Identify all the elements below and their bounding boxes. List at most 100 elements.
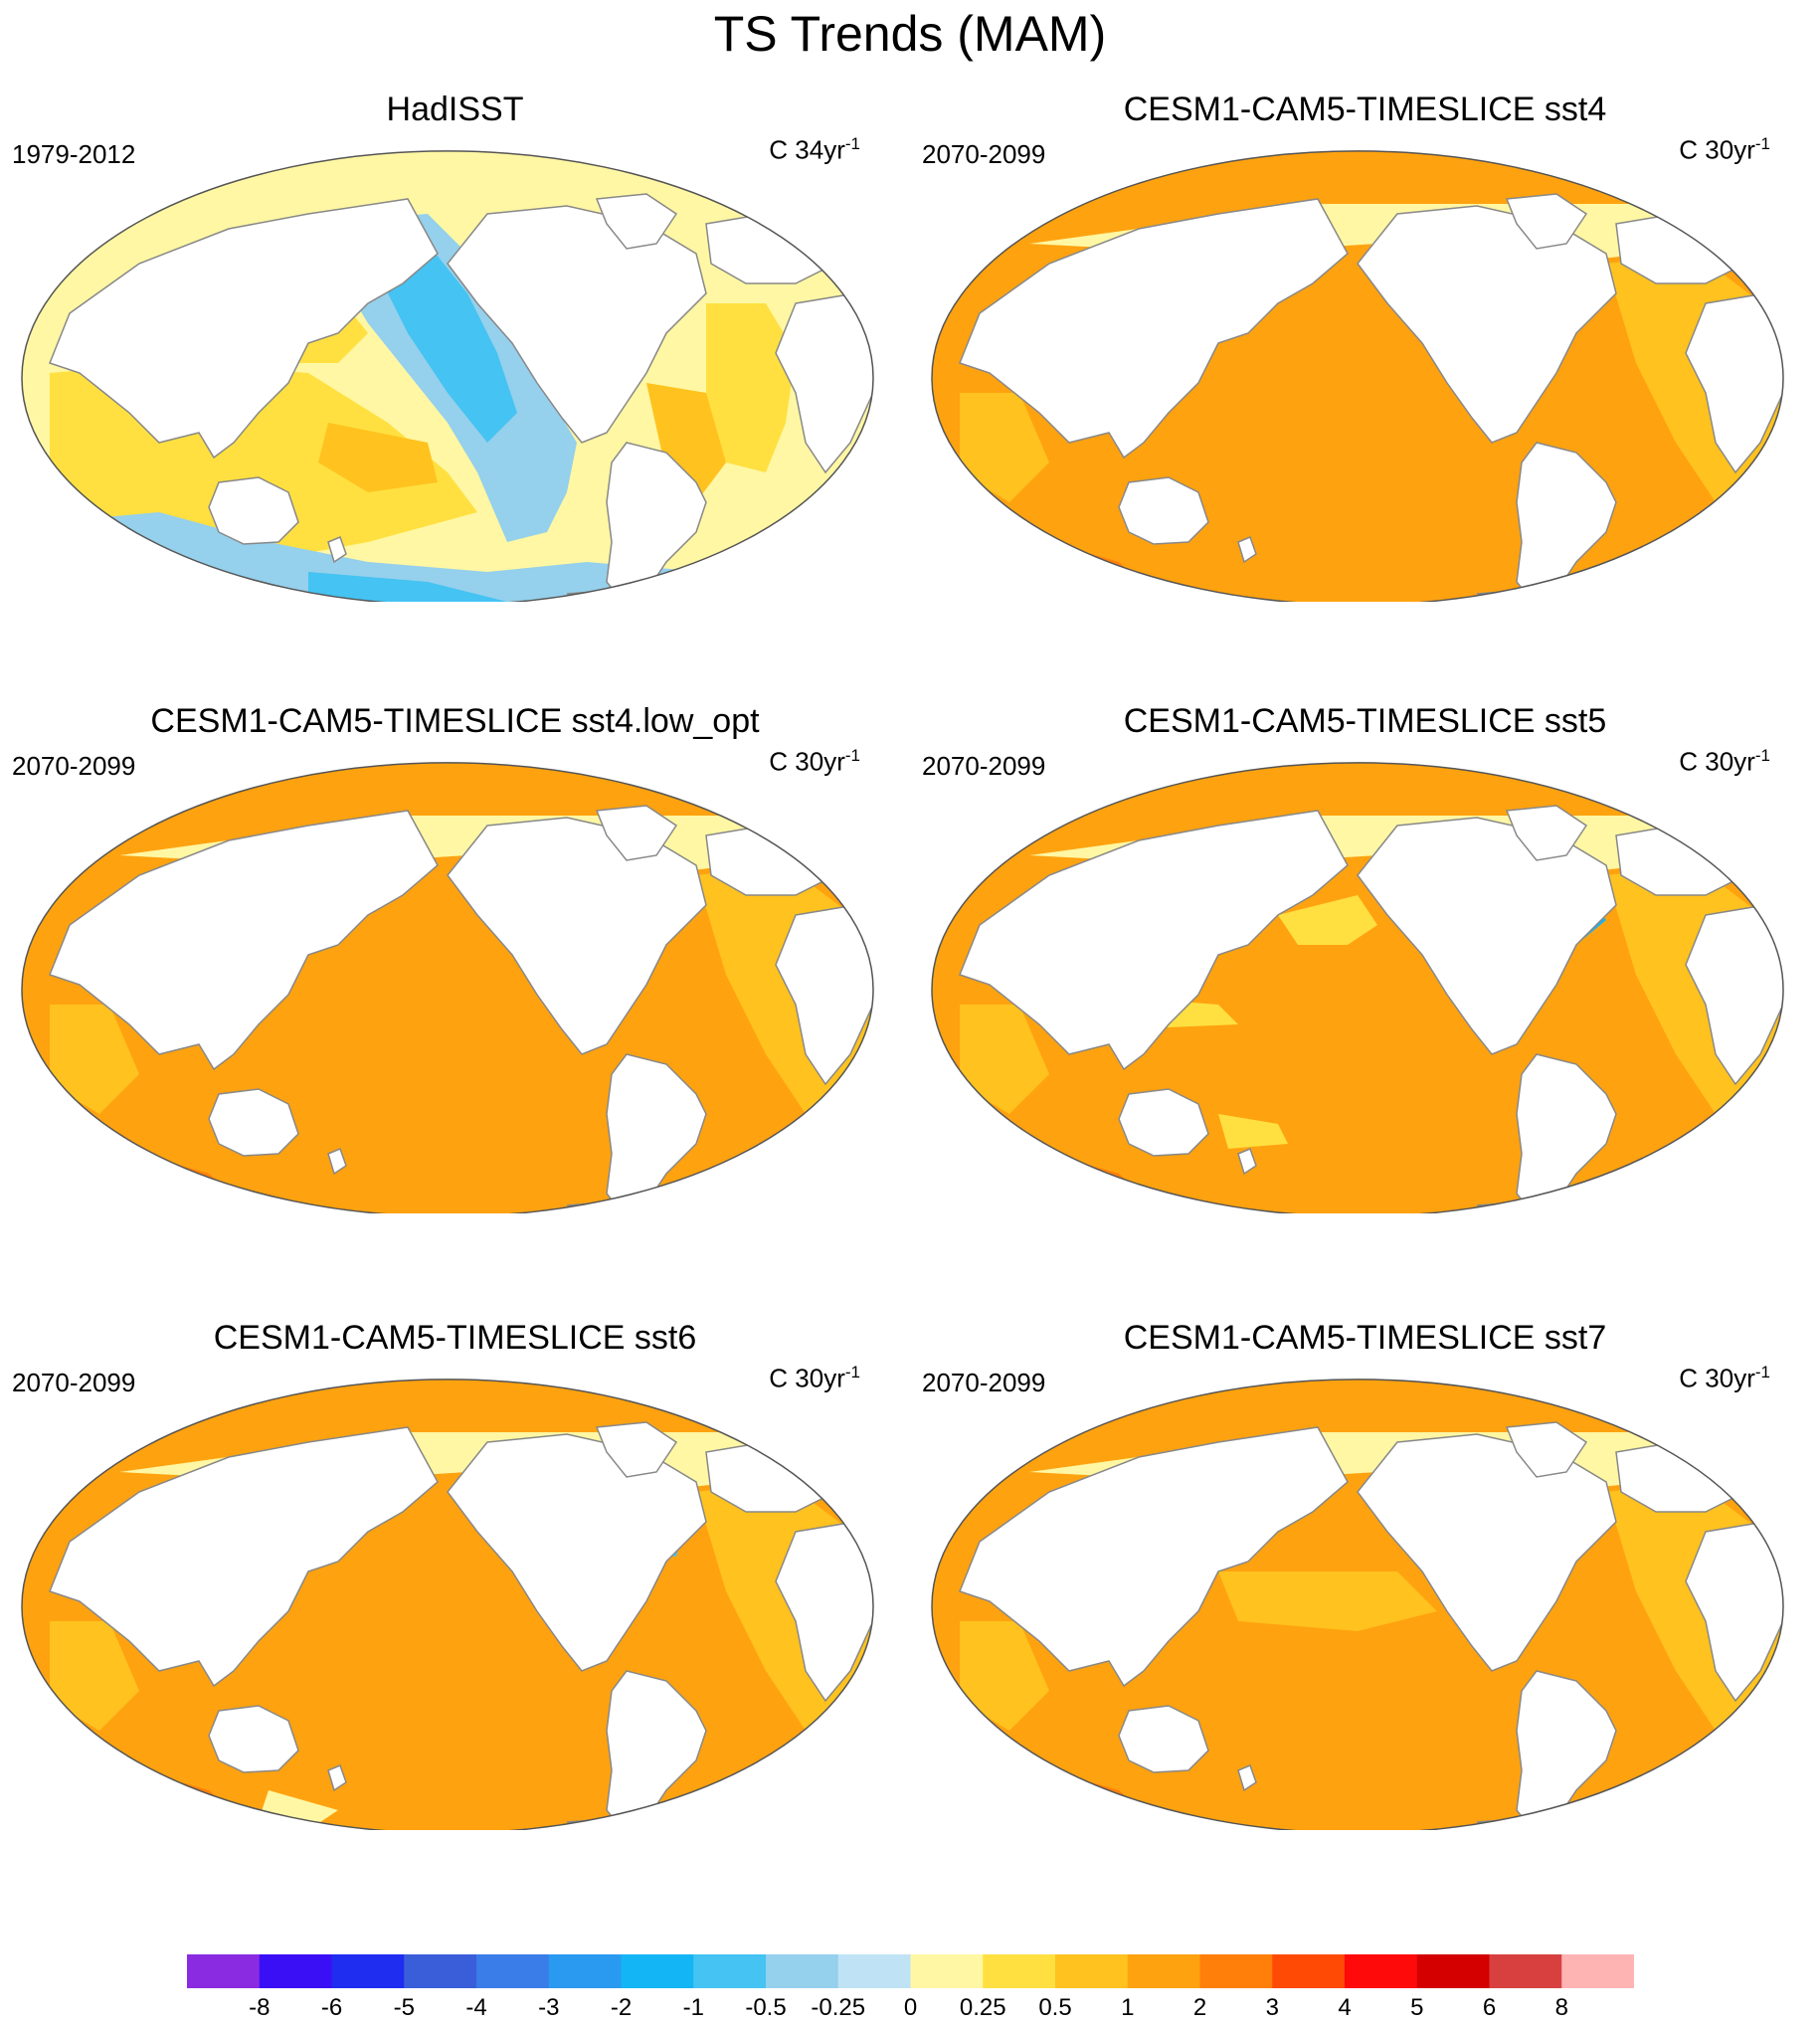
units-text: C 30yr — [1679, 1363, 1755, 1393]
panel-period: 2070-2099 — [12, 751, 136, 781]
sst-field-region — [1218, 1571, 1437, 1631]
map-panel: CESM1-CAM5-TIMESLICE sst5 2070-2099 C 30yr… — [910, 612, 1820, 1228]
units-text: C 30yr — [1679, 746, 1755, 777]
map-panel: CESM1-CAM5-TIMESLICE sst7 2070-2099 C 30yr… — [910, 1228, 1820, 1845]
landmass-north-america — [447, 1433, 707, 1672]
colorbar-tick-label: 0.25 — [959, 1994, 1006, 2021]
panel-period: 2070-2099 — [922, 1368, 1046, 1397]
colorbar-tick-label: -1 — [682, 1994, 704, 2021]
units-exponent: -1 — [844, 746, 860, 765]
figure-title: TS Trends (MAM) — [713, 6, 1107, 62]
landmass-asia — [49, 1426, 439, 1688]
landmass-nz — [1237, 536, 1257, 564]
colorbar-swatch — [621, 1954, 694, 1988]
landmass-nz — [1237, 1148, 1257, 1176]
colorbar-tick-label: 1 — [1121, 1994, 1135, 2021]
colorbar-swatch — [259, 1954, 332, 1988]
panel-units: C 30yr-1 — [769, 741, 860, 777]
panel-units: C 30yr-1 — [1679, 129, 1770, 165]
landmass-north-america — [1357, 1433, 1617, 1672]
panel-units: C 30yr-1 — [1679, 1358, 1770, 1393]
panel-period: 2070-2099 — [12, 1368, 136, 1397]
colorbar-tick-label: -5 — [393, 1994, 415, 2021]
map-border — [21, 1379, 874, 1830]
landmass-asia — [959, 1426, 1349, 1688]
landmass-asia — [49, 810, 439, 1071]
colorbar — [187, 1954, 1634, 1988]
panel-units: C 34yr-1 — [769, 129, 860, 165]
units-exponent: -1 — [844, 134, 860, 153]
map-border — [931, 762, 1784, 1213]
colorbar-swatch — [1489, 1954, 1562, 1988]
colorbar-swatch — [1055, 1954, 1129, 1988]
map-border — [931, 150, 1784, 602]
colorbar-tick-label: -2 — [610, 1994, 633, 2021]
landmass-australia — [208, 476, 299, 545]
sst-field-region — [318, 423, 438, 492]
landmass-greenland — [595, 805, 678, 861]
colorbar-swatch — [1345, 1954, 1418, 1988]
landmass-greenland — [1505, 1421, 1588, 1478]
landmass-north-america — [1357, 205, 1617, 444]
world-map — [931, 762, 1784, 1213]
panel-title: CESM1-CAM5-TIMESLICE sst5 — [1123, 702, 1607, 740]
colorbar-tick-label: -4 — [465, 1994, 487, 2021]
panel-title: CESM1-CAM5-TIMESLICE sst4.low_opt — [150, 702, 760, 740]
landmass-greenland — [595, 193, 678, 250]
colorbar-swatch — [983, 1954, 1056, 1988]
units-exponent: -1 — [844, 1363, 860, 1382]
units-exponent: -1 — [1754, 746, 1770, 765]
colorbar-swatch — [910, 1954, 984, 1988]
landmass-australia — [1118, 1705, 1209, 1773]
sst-field-region — [960, 393, 1049, 502]
landmass-north-america — [447, 817, 707, 1055]
units-text: C 30yr — [1679, 134, 1755, 165]
colorbar-swatch — [476, 1954, 550, 1988]
units-text: C 30yr — [769, 1363, 845, 1393]
sst-field-region — [1218, 1114, 1288, 1149]
sst-field-region — [50, 1005, 139, 1114]
colorbar-swatch — [693, 1954, 767, 1988]
panel-title: CESM1-CAM5-TIMESLICE sst4 — [1123, 91, 1607, 128]
landmass-north-america — [447, 205, 707, 444]
units-text: C 30yr — [769, 746, 845, 777]
panel-period: 1979-2012 — [12, 139, 136, 169]
panel-units: C 30yr-1 — [769, 1358, 860, 1393]
landmass-australia — [208, 1088, 299, 1157]
colorbar-tick-label: 8 — [1554, 1994, 1568, 2021]
world-map — [931, 1379, 1784, 1830]
landmass-greenland — [595, 1421, 678, 1478]
map-panel: CESM1-CAM5-TIMESLICE sst4 2070-2099 C 30yr… — [910, 0, 1820, 617]
sst-field-region — [960, 1005, 1049, 1114]
landmass-australia — [1118, 476, 1209, 545]
colorbar-swatch — [1561, 1954, 1634, 1988]
map-panel: HadISST 1979-2012 C 34yr-1 — [0, 0, 910, 617]
world-map — [21, 1379, 874, 1830]
landmass-nz — [1237, 1764, 1257, 1792]
panel-period: 2070-2099 — [922, 139, 1046, 169]
colorbar-tick-label: -0.5 — [745, 1994, 787, 2021]
world-map — [21, 762, 874, 1213]
colorbar-tick-label: 6 — [1482, 1994, 1497, 2021]
panel-title: HadISST — [386, 91, 524, 128]
colorbar-tick-label: -6 — [320, 1994, 343, 2021]
map-border — [21, 762, 874, 1213]
colorbar-swatch — [766, 1954, 839, 1988]
landmass-australia — [208, 1705, 299, 1773]
landmass-north-america — [1357, 817, 1617, 1055]
colorbar-tick-label: -0.25 — [811, 1994, 866, 2021]
colorbar-labels: -8 -6 -5 -4 -3 -2 -1 -0.5 -0.25 0 0.25 0.5 1 2 3 4 5 6 8 — [0, 1994, 1820, 2024]
landmass-asia — [49, 198, 439, 460]
landmass-greenland — [1505, 193, 1588, 250]
map-panel: CESM1-CAM5-TIMESLICE sst4.low_opt 2070-20… — [0, 612, 910, 1228]
sst-field-region — [1278, 895, 1377, 945]
colorbar-swatch — [1416, 1954, 1490, 1988]
world-map — [21, 150, 874, 602]
landmass-nz — [327, 536, 347, 564]
colorbar-tick-label: -8 — [249, 1994, 271, 2021]
colorbar-swatch — [331, 1954, 405, 1988]
panel-title: CESM1-CAM5-TIMESLICE sst7 — [1123, 1319, 1607, 1357]
colorbar-swatch — [1199, 1954, 1273, 1988]
landmass-asia — [959, 810, 1349, 1071]
colorbar-tick-label: 2 — [1192, 1994, 1207, 2021]
